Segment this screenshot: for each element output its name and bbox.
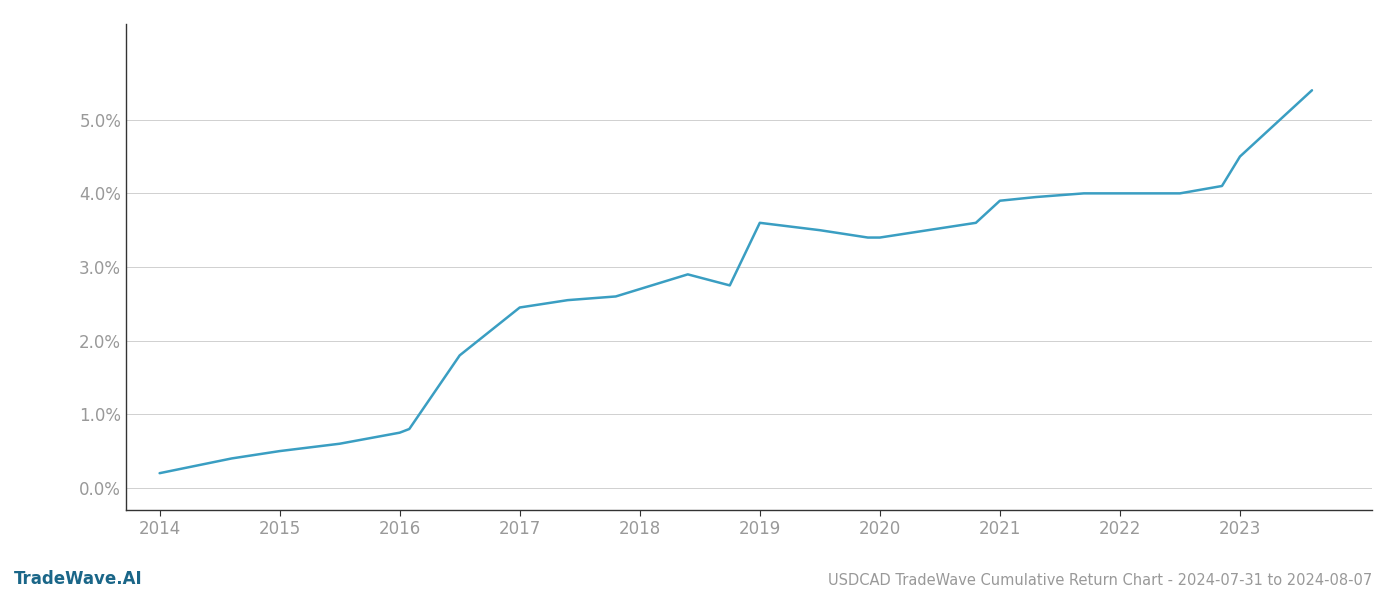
Text: TradeWave.AI: TradeWave.AI [14,570,143,588]
Text: USDCAD TradeWave Cumulative Return Chart - 2024-07-31 to 2024-08-07: USDCAD TradeWave Cumulative Return Chart… [827,573,1372,588]
